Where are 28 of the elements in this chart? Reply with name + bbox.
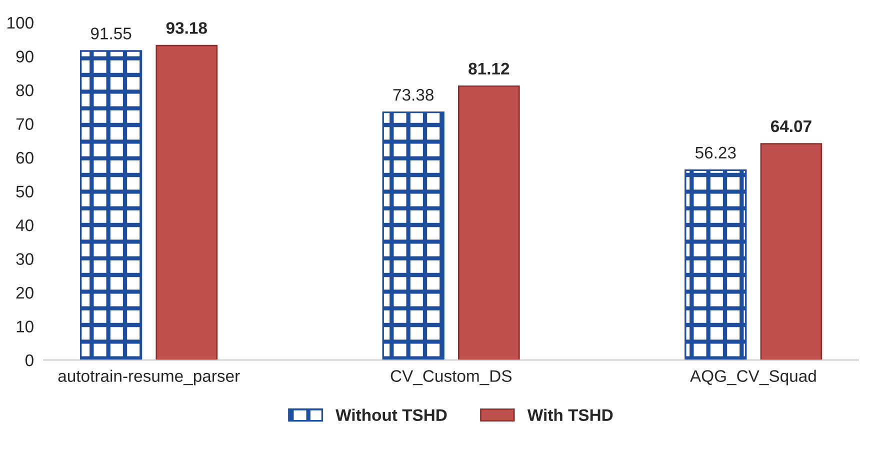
x-tick-label: CV_Custom_DS bbox=[390, 370, 512, 386]
y-tick-label: 100 bbox=[8, 16, 34, 29]
x-tick-label: AQG_CV_Squad bbox=[690, 370, 816, 386]
data-label: 56.23 bbox=[695, 146, 736, 159]
y-tick-label: 80 bbox=[16, 84, 34, 96]
bar bbox=[80, 50, 142, 360]
data-label: 73.38 bbox=[393, 88, 434, 101]
data-label: 93.18 bbox=[166, 22, 207, 34]
y-tick-label: 90 bbox=[16, 50, 34, 62]
legend-label: With TSHD bbox=[527, 408, 613, 421]
bar bbox=[156, 44, 218, 360]
y-tick-label: 40 bbox=[16, 219, 34, 232]
y-tick-label: 60 bbox=[16, 152, 34, 164]
y-tick-label: 20 bbox=[16, 286, 34, 299]
legend-label: Without TSHD bbox=[336, 408, 447, 421]
data-label: 81.12 bbox=[468, 62, 510, 75]
bar bbox=[458, 86, 520, 360]
data-label: 64.07 bbox=[770, 120, 812, 132]
bar bbox=[760, 143, 822, 360]
y-tick-label: 50 bbox=[16, 186, 34, 198]
bar bbox=[684, 169, 747, 360]
y-tick-label: 10 bbox=[16, 320, 34, 332]
y-tick-label: 70 bbox=[16, 118, 34, 130]
x-tick-label: autotrain-resume_parser bbox=[58, 370, 240, 386]
y-tick-label: 30 bbox=[16, 253, 34, 265]
data-label: 91.55 bbox=[90, 28, 132, 40]
y-tick-label: 0 bbox=[25, 354, 34, 366]
bar bbox=[382, 112, 444, 360]
